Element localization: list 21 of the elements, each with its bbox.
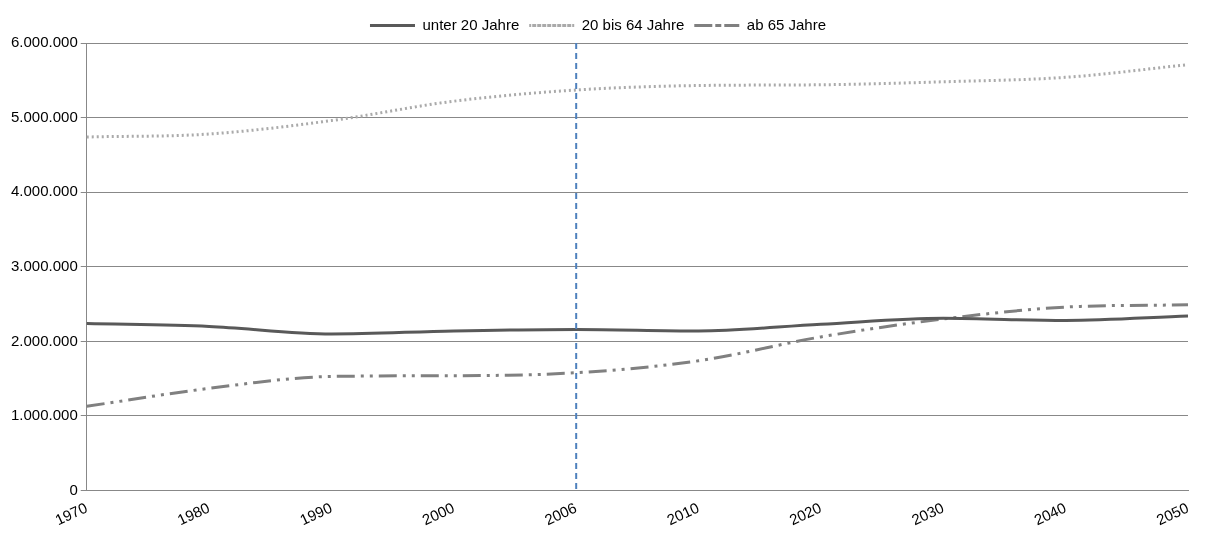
legend-label: unter 20 Jahre bbox=[422, 15, 520, 33]
legend-label: 20 bis 64 Jahre bbox=[581, 15, 685, 33]
y-tick-label: 1.000.000 bbox=[11, 406, 78, 424]
y-tick-label: 0 bbox=[69, 480, 78, 498]
x-tick-label: 1970 bbox=[52, 498, 90, 529]
x-tick-label: 2050 bbox=[1153, 498, 1192, 529]
x-tick-label: 2006 bbox=[541, 498, 580, 529]
x-tick-label: 1980 bbox=[174, 498, 213, 529]
x-tick-label: 2040 bbox=[1031, 498, 1069, 529]
x-tick-label: 2030 bbox=[908, 498, 947, 529]
y-tick-label: 4.000.000 bbox=[11, 182, 78, 200]
y-tick-label: 2.000.000 bbox=[11, 331, 78, 349]
x-tick-label: 2010 bbox=[664, 498, 702, 529]
x-tick-label: 1990 bbox=[297, 498, 335, 529]
y-tick-label: 3.000.000 bbox=[11, 256, 78, 274]
y-tick-label: 6.000.000 bbox=[11, 33, 78, 51]
x-tick-label: 2000 bbox=[419, 498, 457, 529]
line-series bbox=[85, 314, 1190, 336]
y-tick-label: 5.000.000 bbox=[11, 107, 78, 125]
legend-label: ab 65 Jahre bbox=[746, 15, 827, 33]
x-tick-label: 2020 bbox=[786, 498, 824, 529]
